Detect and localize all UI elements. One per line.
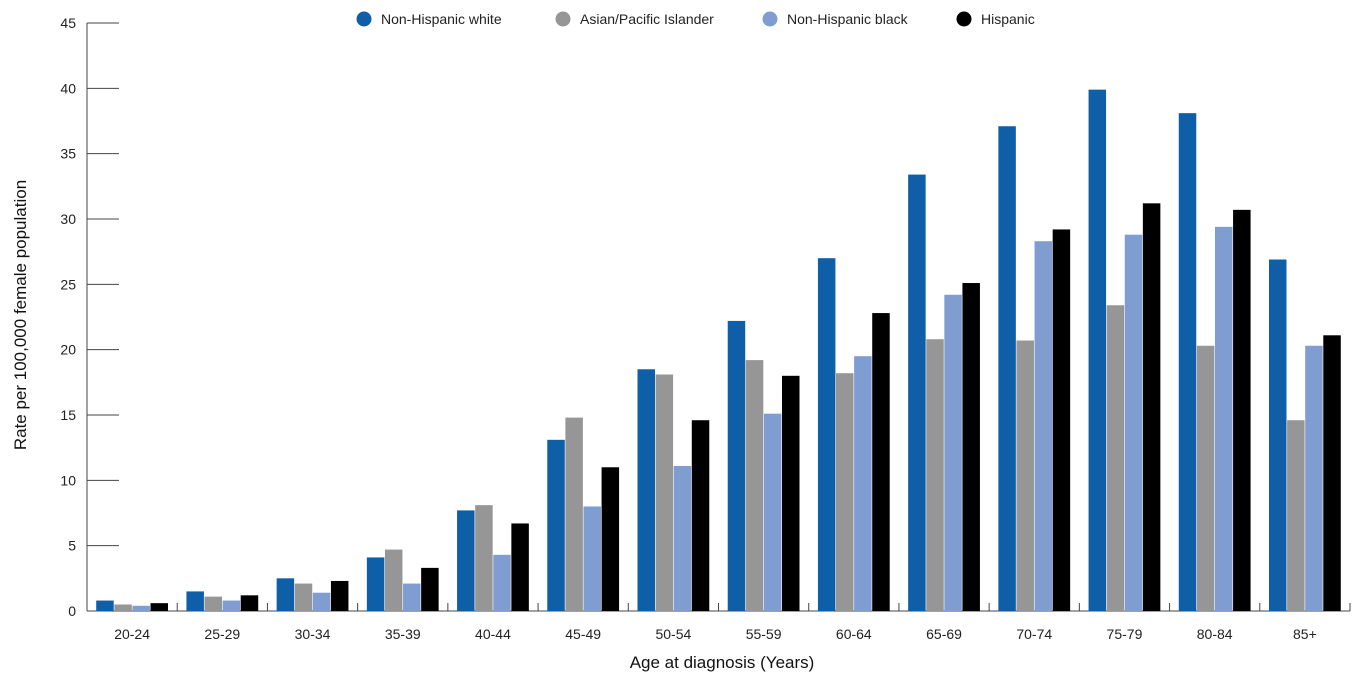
x-tick-label: 50-54 (655, 626, 691, 642)
bar-asian-pacific-islander-55-59 (745, 360, 764, 611)
bar-hispanic-65-69 (962, 283, 980, 611)
bar-non-hispanic-white-70-74 (998, 126, 1016, 611)
bar-non-hispanic-black-60-64 (854, 356, 872, 611)
bar-hispanic-20-24 (150, 603, 169, 611)
legend: Non-Hispanic white Asian/Pacific Islander… (356, 11, 1035, 27)
bar-non-hispanic-white-60-64 (817, 258, 836, 611)
bar-non-hispanic-white-75-79 (1088, 89, 1107, 611)
bar-non-hispanic-white-20-24 (96, 600, 114, 611)
y-tick-label: 40 (60, 80, 76, 96)
bar-asian-pacific-islander-80-84 (1196, 345, 1215, 611)
bar-non-hispanic-white-50-54 (637, 369, 655, 611)
x-tick-label: 85+ (1293, 626, 1317, 642)
legend-label: Asian/Pacific Islander (580, 11, 714, 27)
bar-non-hispanic-black-80-84 (1214, 226, 1233, 611)
y-tick-label: 45 (60, 15, 76, 31)
bar-hispanic-40-44 (511, 523, 529, 611)
bar-non-hispanic-black-55-59 (763, 413, 782, 611)
x-tick-label: 65-69 (926, 626, 962, 642)
x-tick-label: 60-64 (836, 626, 872, 642)
bar-asian-pacific-islander-65-69 (926, 339, 944, 611)
x-tick-label: 80-84 (1197, 626, 1233, 642)
bar-non-hispanic-white-85plus (1268, 259, 1287, 611)
bar-non-hispanic-white-30-34 (276, 578, 295, 611)
bar-hispanic-70-74 (1052, 229, 1071, 611)
bar-asian-pacific-islander-20-24 (114, 604, 132, 611)
bar-non-hispanic-black-40-44 (493, 554, 511, 611)
x-tick-label: 40-44 (475, 626, 511, 642)
x-tick-label: 55-59 (746, 626, 782, 642)
bar-non-hispanic-black-50-54 (673, 465, 692, 611)
y-tick-label: 10 (60, 472, 76, 488)
bar-hispanic-25-29 (240, 595, 259, 611)
bar-asian-pacific-islander-85plus (1287, 420, 1305, 611)
bar-hispanic-60-64 (872, 313, 890, 611)
legend-label: Hispanic (981, 11, 1035, 27)
bar-non-hispanic-white-40-44 (457, 510, 475, 611)
bar-non-hispanic-black-20-24 (132, 605, 150, 611)
bar-hispanic-85plus (1323, 335, 1341, 611)
bar-hispanic-35-39 (421, 567, 439, 611)
y-tick-label: 15 (60, 407, 76, 423)
legend-marker (762, 11, 778, 27)
x-tick-label: 25-29 (204, 626, 240, 642)
bar-non-hispanic-black-30-34 (312, 592, 331, 611)
bar-hispanic-45-49 (601, 467, 620, 611)
x-tick-label: 30-34 (295, 626, 331, 642)
bar-non-hispanic-white-25-29 (186, 591, 204, 611)
x-axis: 20-24 25-29 30-34 35-39 40-44 45-49 50-54 55-59… (86, 603, 1351, 642)
legend-label: Non-Hispanic black (787, 11, 909, 27)
y-tick-label: 25 (60, 276, 76, 292)
y-tick-label: 30 (60, 211, 76, 227)
bar-non-hispanic-white-55-59 (727, 320, 746, 611)
bar-asian-pacific-islander-35-39 (384, 549, 403, 611)
bar-hispanic-50-54 (691, 420, 710, 611)
legend-marker (956, 11, 972, 27)
x-tick-label: 20-24 (114, 626, 150, 642)
bar-non-hispanic-black-85plus (1305, 345, 1323, 611)
bar-non-hispanic-black-25-29 (222, 600, 241, 611)
y-tick-label: 0 (68, 603, 76, 619)
bar-hispanic-75-79 (1142, 203, 1161, 611)
bar-hispanic-55-59 (782, 375, 800, 611)
bar-asian-pacific-islander-50-54 (655, 374, 674, 611)
bar-asian-pacific-islander-40-44 (475, 505, 493, 611)
bar-hispanic-80-84 (1233, 209, 1251, 611)
bar-non-hispanic-white-80-84 (1178, 113, 1197, 611)
x-axis-title: Age at diagnosis (Years) (630, 653, 815, 672)
legend-label: Non-Hispanic white (381, 11, 502, 27)
x-tick-label: 45-49 (565, 626, 601, 642)
bar-asian-pacific-islander-70-74 (1016, 340, 1034, 611)
y-tick-label: 5 (68, 538, 76, 554)
bar-non-hispanic-white-35-39 (366, 557, 385, 611)
x-tick-label: 35-39 (385, 626, 421, 642)
y-axis: 0 5 10 15 20 25 30 35 40 45 (60, 15, 119, 619)
y-axis-title: Rate per 100,000 female population (11, 180, 30, 450)
bar-asian-pacific-islander-30-34 (294, 583, 313, 611)
bar-asian-pacific-islander-25-29 (204, 596, 223, 611)
bar-non-hispanic-white-45-49 (547, 439, 565, 611)
bar-non-hispanic-black-70-74 (1034, 241, 1053, 611)
bar-non-hispanic-black-45-49 (583, 506, 601, 611)
legend-marker (356, 11, 372, 27)
bar-asian-pacific-islander-75-79 (1106, 305, 1125, 611)
bar-non-hispanic-black-35-39 (403, 583, 421, 611)
y-tick-label: 35 (60, 146, 76, 162)
bars (96, 89, 1341, 611)
x-tick-label: 75-79 (1107, 626, 1143, 642)
legend-marker (555, 11, 571, 27)
bar-asian-pacific-islander-60-64 (836, 373, 854, 611)
bar-non-hispanic-white-65-69 (908, 174, 926, 611)
bar-non-hispanic-black-65-69 (944, 294, 962, 611)
bar-asian-pacific-islander-45-49 (565, 417, 583, 611)
y-tick-label: 20 (60, 342, 76, 358)
x-tick-label: 70-74 (1016, 626, 1052, 642)
bar-hispanic-30-34 (330, 580, 349, 611)
bar-non-hispanic-black-75-79 (1124, 234, 1143, 611)
